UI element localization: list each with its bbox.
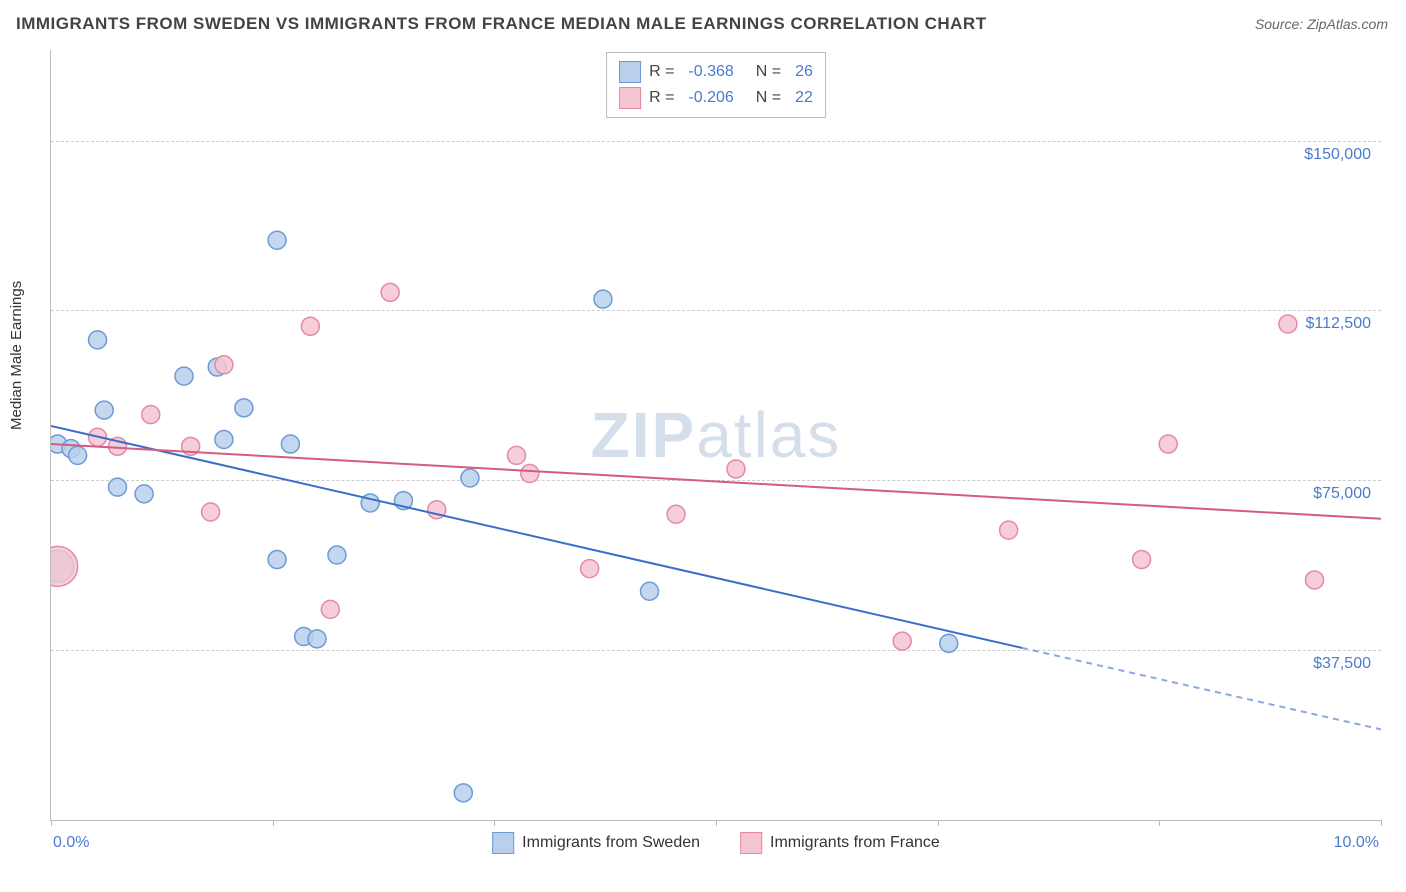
legend-swatch [740, 832, 762, 854]
scatter-point [1159, 435, 1177, 453]
x-tick [494, 820, 495, 826]
correlation-legend: R = -0.368 N = 26 R = -0.206 N = 22 [606, 52, 826, 118]
legend-swatch [492, 832, 514, 854]
chart-plot-area: $37,500$75,000$112,500$150,000 0.0%10.0%… [50, 50, 1381, 821]
trend-line [51, 426, 1022, 648]
scatter-point [268, 551, 286, 569]
scatter-point [215, 431, 233, 449]
scatter-point [727, 460, 745, 478]
series-legend-label: Immigrants from Sweden [522, 834, 700, 852]
scatter-point [521, 465, 539, 483]
legend-n-value: 22 [795, 89, 813, 107]
scatter-plot-svg [51, 50, 1381, 820]
x-tick [938, 820, 939, 826]
legend-r-value: -0.206 [688, 89, 733, 107]
correlation-legend-row: R = -0.368 N = 26 [619, 59, 813, 85]
scatter-point [641, 582, 659, 600]
scatter-point [321, 600, 339, 618]
scatter-point [940, 634, 958, 652]
scatter-point [508, 446, 526, 464]
series-legend: Immigrants from Sweden Immigrants from F… [492, 832, 940, 854]
chart-title: IMMIGRANTS FROM SWEDEN VS IMMIGRANTS FRO… [16, 14, 987, 34]
scatter-point [89, 331, 107, 349]
source-attribution: Source: ZipAtlas.com [1255, 16, 1388, 32]
legend-swatch [619, 87, 641, 109]
scatter-point [135, 485, 153, 503]
scatter-point [581, 560, 599, 578]
series-legend-item: Immigrants from France [740, 832, 940, 854]
series-legend-item: Immigrants from Sweden [492, 832, 700, 854]
scatter-point [594, 290, 612, 308]
trend-line-extrapolated [1022, 648, 1381, 730]
scatter-point [1000, 521, 1018, 539]
scatter-point [461, 469, 479, 487]
x-tick [716, 820, 717, 826]
scatter-point [202, 503, 220, 521]
legend-n-label: N = [756, 63, 781, 81]
scatter-point [1133, 551, 1151, 569]
x-tick [51, 820, 52, 826]
trend-line [51, 444, 1381, 519]
x-tick-label: 10.0% [1334, 834, 1379, 852]
x-tick [1381, 820, 1382, 826]
scatter-point [51, 546, 78, 586]
scatter-point [281, 435, 299, 453]
scatter-point [328, 546, 346, 564]
legend-r-value: -0.368 [688, 63, 733, 81]
scatter-point [667, 505, 685, 523]
legend-n-label: N = [756, 89, 781, 107]
scatter-point [235, 399, 253, 417]
scatter-point [95, 401, 113, 419]
correlation-legend-row: R = -0.206 N = 22 [619, 85, 813, 111]
scatter-point [454, 784, 472, 802]
scatter-point [175, 367, 193, 385]
x-tick-label: 0.0% [53, 834, 89, 852]
scatter-point [268, 231, 286, 249]
scatter-point [69, 446, 87, 464]
y-axis-label: Median Male Earnings [8, 281, 25, 430]
scatter-point [308, 630, 326, 648]
x-tick [273, 820, 274, 826]
scatter-point [1306, 571, 1324, 589]
legend-n-value: 26 [795, 63, 813, 81]
scatter-point [215, 356, 233, 374]
scatter-point [142, 406, 160, 424]
scatter-point [1279, 315, 1297, 333]
series-legend-label: Immigrants from France [770, 834, 940, 852]
legend-r-label: R = [649, 63, 674, 81]
x-tick [1159, 820, 1160, 826]
scatter-point [381, 283, 399, 301]
scatter-point [109, 478, 127, 496]
scatter-point [301, 317, 319, 335]
legend-r-label: R = [649, 89, 674, 107]
legend-swatch [619, 61, 641, 83]
scatter-point [893, 632, 911, 650]
